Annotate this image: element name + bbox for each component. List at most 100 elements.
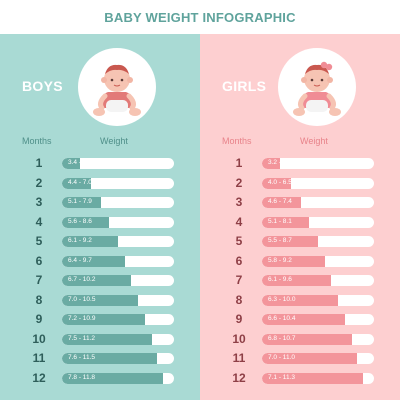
weight-range-label: 6.6 - 10.4 [268,315,296,322]
page-title: BABY WEIGHT INFOGRAPHIC [104,9,296,25]
month-number: 10 [32,331,46,346]
weight-bar-track: 7.1 - 11.3 [262,372,374,384]
weight-bar-fill [262,294,339,306]
weight-bar-fill [62,333,152,345]
girls-months-header: Months [222,136,252,146]
baby-girl-icon [278,48,356,126]
weight-bar-track: 7.6 - 11.5 [62,353,174,364]
weight-bar-fill [62,275,132,286]
month-number: 3 [235,195,243,209]
boys-row-month-4: 4 5.6 - 8.6 [0,213,200,233]
month-number: 9 [35,312,43,326]
weight-bar-track: 3.4 - 5.8 [62,158,174,169]
weight-bar-track: 6.8 - 10.7 [262,333,374,345]
month-number: 11 [232,351,246,365]
weight-bar-fill [262,158,280,169]
weight-range-label: 6.7 - 10.2 [68,276,96,283]
boys-row-month-3: 3 5.1 - 7.9 [0,193,200,213]
month-number: 3 [35,195,43,209]
month-number: 12 [232,370,246,385]
girls-panel: GIRLS Months Weight 1 3.2 - 5.5 2 4.0 - 6.5… [200,34,400,400]
weight-bar-track: 7.8 - 11.8 [62,372,174,384]
weight-bar-track: 4.0 - 6.5 [262,177,374,189]
weight-range-label: 7.1 - 11.3 [268,373,295,381]
boys-weight-header: Weight [100,136,128,146]
weight-range-label: 6.3 - 10.0 [268,295,296,303]
girls-row-month-6: 6 5.8 - 9.2 [200,252,400,272]
weight-range-label: 7.2 - 10.9 [68,315,96,322]
boys-row-month-6: 6 6.4 - 9.7 [0,252,200,272]
boys-row-month-10: 10 7.5 - 11.2 [0,330,200,350]
month-number: 4 [235,214,243,229]
weight-range-label: 7.0 - 11.0 [268,354,295,361]
weight-bar-track: 5.6 - 8.6 [62,216,174,228]
weight-bar-track: 7.0 - 10.5 [62,294,174,306]
boys-panel: BOYS Months Weight 1 3.4 - 5.8 2 4.4 - 7.0 3… [0,34,200,400]
weight-bar-track: 4.4 - 7.0 [62,177,174,189]
girls-row-month-7: 7 6.1 - 9.6 [200,271,400,291]
girls-row-month-4: 4 5.1 - 8.1 [200,213,400,233]
girls-row-month-12: 12 7.1 - 11.3 [200,369,400,389]
weight-bar-fill [262,216,310,228]
month-number: 6 [235,253,243,268]
girls-row-month-1: 1 3.2 - 5.5 [200,154,400,174]
weight-bar-track: 6.1 - 9.6 [262,275,374,286]
boys-row-month-11: 11 7.6 - 11.5 [0,349,200,369]
boys-heading: BOYS [22,78,63,94]
girls-row-month-2: 2 4.0 - 6.5 [200,174,400,194]
weight-bar-fill [262,255,325,267]
weight-bar-track: 4.6 - 7.4 [262,197,374,208]
weight-bar-fill [262,333,352,345]
weight-bar-track: 6.3 - 10.0 [262,294,374,306]
month-number: 8 [35,292,43,307]
weight-bar-fill [262,372,363,384]
weight-range-label: 4.4 - 7.0 [68,178,92,186]
weight-bar-track: 6.7 - 10.2 [62,275,174,286]
weight-range-label: 5.5 - 8.7 [268,237,292,244]
weight-bar-track: 5.1 - 7.9 [62,197,174,208]
weight-range-label: 3.2 - 5.5 [268,159,292,166]
weight-bar-fill [62,158,80,169]
girls-row-month-9: 9 6.6 - 10.4 [200,310,400,330]
month-number: 11 [32,351,46,365]
weight-range-label: 3.4 - 5.8 [68,159,92,166]
girls-row-month-8: 8 6.3 - 10.0 [200,291,400,311]
girls-row-month-10: 10 6.8 - 10.7 [200,330,400,350]
weight-bar-track: 6.4 - 9.7 [62,255,174,267]
weight-range-label: 4.0 - 6.5 [268,178,292,186]
weight-bar-track: 5.1 - 8.1 [262,216,374,228]
weight-range-label: 6.4 - 9.7 [68,256,92,264]
weight-range-label: 7.0 - 10.5 [68,295,96,303]
month-number: 7 [35,273,43,287]
weight-bar-fill [62,372,163,384]
weight-bar-fill [62,353,158,364]
weight-range-label: 6.1 - 9.2 [68,237,92,244]
month-number: 2 [235,175,243,190]
girls-row-month-11: 11 7.0 - 11.0 [200,349,400,369]
boys-row-month-2: 2 4.4 - 7.0 [0,174,200,194]
month-number: 8 [235,292,243,307]
weight-bar-track: 3.2 - 5.5 [262,158,374,169]
weight-bar-fill [262,353,358,364]
boys-row-month-12: 12 7.8 - 11.8 [0,369,200,389]
weight-bar-fill [62,236,118,247]
month-number: 6 [35,253,43,268]
weight-bar-fill [62,197,102,208]
month-number: 5 [35,234,43,248]
weight-bar-track: 7.2 - 10.9 [62,314,174,325]
weight-range-label: 5.1 - 8.1 [268,217,292,225]
weight-bar-fill [262,177,292,189]
weight-range-label: 5.8 - 9.2 [268,256,292,264]
weight-bar-fill [62,314,145,325]
weight-bar-fill [62,294,139,306]
weight-bar-fill [62,255,125,267]
weight-range-label: 5.6 - 8.6 [68,217,92,225]
girls-row-month-3: 3 4.6 - 7.4 [200,193,400,213]
month-number: 5 [235,234,243,248]
month-number: 4 [35,214,43,229]
weight-range-label: 7.6 - 11.5 [68,354,95,361]
month-number: 12 [32,370,46,385]
weight-range-label: 7.8 - 11.8 [68,373,95,381]
boys-row-month-8: 8 7.0 - 10.5 [0,291,200,311]
boys-row-month-9: 9 7.2 - 10.9 [0,310,200,330]
